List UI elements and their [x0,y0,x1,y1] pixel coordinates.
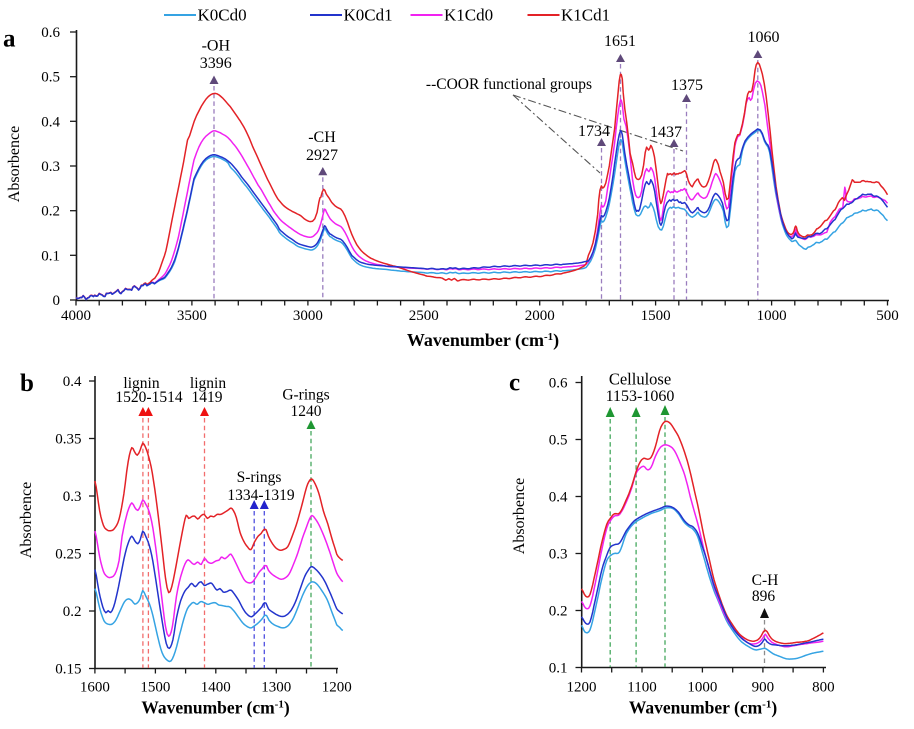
svg-text:800: 800 [812,680,835,696]
svg-text:1500: 1500 [641,308,671,324]
svg-text:Absorbence: Absorbence [18,482,35,558]
svg-text:2927: 2927 [306,147,338,164]
svg-text:--COOR functional groups: --COOR functional groups [426,76,592,93]
svg-text:1651: 1651 [604,33,636,50]
svg-text:2000: 2000 [525,308,555,324]
svg-text:0.5: 0.5 [41,70,60,86]
svg-text:2500: 2500 [409,308,439,324]
svg-text:0.4: 0.4 [41,114,60,130]
svg-text:K1Cd0: K1Cd0 [444,6,493,25]
svg-text:c: c [509,370,520,397]
svg-text:1000: 1000 [757,308,787,324]
svg-text:0.1: 0.1 [41,248,60,264]
svg-text:K0Cd1: K0Cd1 [344,6,393,25]
svg-text:0.6: 0.6 [41,25,60,41]
svg-text:0.1: 0.1 [549,661,568,677]
svg-text:1400: 1400 [201,680,231,696]
svg-text:0: 0 [53,293,61,309]
svg-text:1334-1319: 1334-1319 [227,487,294,504]
svg-text:1437: 1437 [650,124,682,141]
svg-text:G-rings: G-rings [282,387,329,404]
svg-text:0.4: 0.4 [549,490,568,506]
svg-text:Wavenumber (cm-1): Wavenumber (cm-1) [407,330,559,351]
svg-text:0.2: 0.2 [63,604,82,620]
svg-text:K1Cd1: K1Cd1 [561,6,610,25]
svg-text:-OH: -OH [202,38,231,55]
svg-text:0.3: 0.3 [63,489,82,505]
svg-text:Wavenumber (cm-1): Wavenumber (cm-1) [141,698,290,718]
svg-text:1000: 1000 [687,680,717,696]
svg-text:1520-1514: 1520-1514 [115,389,182,406]
svg-text:896: 896 [752,588,776,605]
svg-text:1734: 1734 [578,123,610,140]
svg-text:1200: 1200 [322,680,352,696]
svg-text:1600: 1600 [80,680,110,696]
svg-text:1100: 1100 [627,680,656,696]
svg-text:500: 500 [876,308,899,324]
svg-text:0.25: 0.25 [55,547,81,563]
svg-text:1419: 1419 [192,389,223,406]
svg-text:4000: 4000 [61,308,91,324]
svg-text:Wavenumber (cm-1): Wavenumber (cm-1) [629,698,778,718]
svg-text:0.15: 0.15 [55,662,81,678]
svg-text:S-rings: S-rings [237,469,282,486]
svg-text:1060: 1060 [748,29,780,46]
svg-text:3000: 3000 [293,308,323,324]
svg-text:0.35: 0.35 [55,432,81,448]
svg-text:-CH: -CH [308,129,336,146]
svg-text:C-H: C-H [752,572,779,589]
svg-text:Absorbence: Absorbence [511,478,528,554]
svg-text:3500: 3500 [177,308,207,324]
svg-text:0.3: 0.3 [41,159,60,175]
svg-text:1375: 1375 [671,77,703,94]
svg-text:1200: 1200 [567,680,597,696]
svg-text:1300: 1300 [261,680,291,696]
svg-text:K0Cd0: K0Cd0 [198,6,247,25]
svg-text:1500: 1500 [140,680,170,696]
svg-text:0.5: 0.5 [549,433,568,449]
svg-text:1240: 1240 [291,403,322,420]
svg-text:a: a [3,26,16,53]
svg-text:3396: 3396 [200,55,232,72]
svg-text:900: 900 [752,680,775,696]
svg-text:lignin: lignin [123,375,159,392]
svg-text:lignin: lignin [190,375,226,392]
svg-text:0.6: 0.6 [549,376,568,392]
svg-text:0.2: 0.2 [41,204,60,220]
svg-text:b: b [20,370,34,397]
svg-text:Cellulose: Cellulose [609,370,671,389]
svg-text:Absorbence: Absorbence [6,126,23,202]
svg-text:0.3: 0.3 [549,547,568,563]
svg-text:0.2: 0.2 [549,604,568,620]
svg-text:1153-1060: 1153-1060 [606,388,675,405]
svg-text:0.4: 0.4 [63,374,82,390]
